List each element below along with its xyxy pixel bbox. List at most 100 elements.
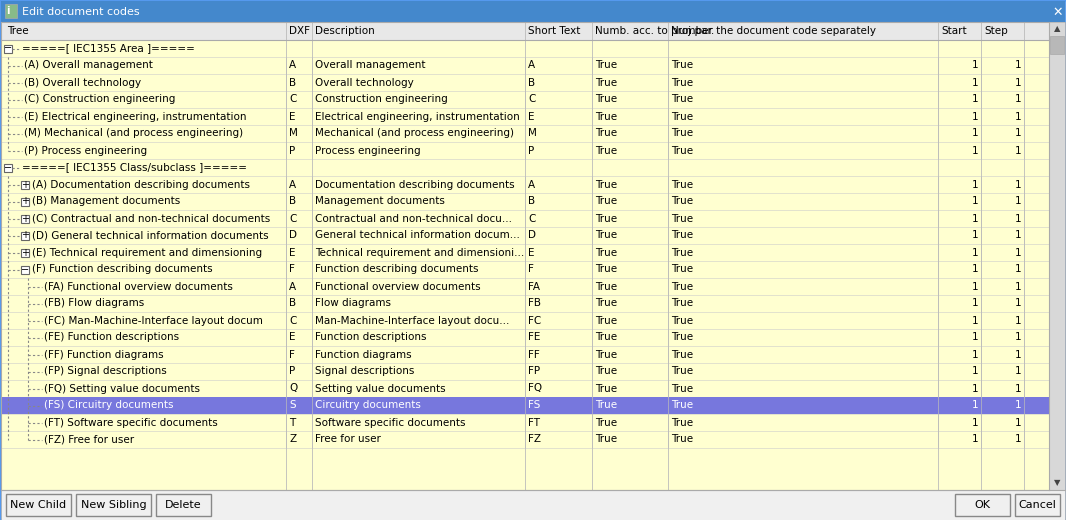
Text: True: True (671, 281, 693, 292)
Text: E: E (528, 248, 534, 257)
Text: ✕: ✕ (1053, 6, 1063, 19)
Text: 1: 1 (1015, 367, 1021, 376)
Text: C: C (289, 95, 296, 105)
Text: Free for user: Free for user (314, 435, 381, 445)
Text: True: True (671, 230, 693, 240)
Text: (FT) Software specific documents: (FT) Software specific documents (44, 418, 217, 427)
Text: D: D (528, 230, 536, 240)
Text: A: A (528, 60, 535, 71)
Text: 1: 1 (971, 248, 978, 257)
Text: F: F (528, 265, 534, 275)
Text: True: True (671, 384, 693, 394)
Text: A: A (289, 281, 296, 292)
Text: New Sibling: New Sibling (81, 500, 146, 510)
Text: Q: Q (289, 384, 297, 394)
Text: FC: FC (528, 316, 542, 326)
Text: True: True (595, 111, 617, 122)
Text: FP: FP (528, 367, 540, 376)
Bar (1, 22, 1049, 40)
Text: True: True (671, 332, 693, 343)
Text: 1: 1 (1015, 179, 1021, 189)
Text: Technical requirement and dimensioni...: Technical requirement and dimensioni... (314, 248, 524, 257)
Text: =====[ IEC1355 Class/subclass ]=====: =====[ IEC1355 Class/subclass ]===== (22, 162, 247, 173)
Text: (B) Overall technology: (B) Overall technology (25, 77, 141, 87)
Text: 1: 1 (971, 128, 978, 138)
Text: T: T (289, 418, 295, 427)
Text: True: True (595, 332, 617, 343)
Bar (1049, 22, 1065, 490)
Text: +: + (21, 214, 29, 224)
Text: 1: 1 (971, 384, 978, 394)
Text: Management documents: Management documents (314, 197, 445, 206)
Text: Function diagrams: Function diagrams (314, 349, 411, 359)
Text: F: F (289, 349, 295, 359)
Text: (D) General technical information documents: (D) General technical information docume… (32, 230, 269, 240)
Text: True: True (595, 298, 617, 308)
Text: True: True (671, 298, 693, 308)
Text: Description: Description (314, 26, 375, 36)
Text: (FQ) Setting value documents: (FQ) Setting value documents (44, 384, 200, 394)
Text: (FC) Man-Machine-Interface layout docum: (FC) Man-Machine-Interface layout docum (44, 316, 263, 326)
Text: True: True (671, 349, 693, 359)
Text: Signal descriptions: Signal descriptions (314, 367, 415, 376)
Text: C: C (528, 214, 535, 224)
Text: B: B (289, 77, 296, 87)
Text: 1: 1 (1015, 128, 1021, 138)
Text: ▼: ▼ (1054, 478, 1061, 488)
Text: True: True (671, 179, 693, 189)
Text: 1: 1 (1015, 77, 1021, 87)
Text: 1: 1 (1015, 349, 1021, 359)
Text: 1: 1 (1015, 230, 1021, 240)
Text: P: P (289, 367, 295, 376)
Text: A: A (289, 179, 296, 189)
Text: (B) Management documents: (B) Management documents (32, 197, 180, 206)
Bar (21, 266, 29, 274)
Bar (21, 231, 29, 240)
Text: 1: 1 (971, 418, 978, 427)
Text: True: True (671, 197, 693, 206)
Text: C: C (289, 214, 296, 224)
Text: True: True (671, 77, 693, 87)
Text: Process engineering: Process engineering (314, 146, 421, 155)
Text: (FB) Flow diagrams: (FB) Flow diagrams (44, 298, 144, 308)
Text: 1: 1 (1015, 418, 1021, 427)
Text: True: True (671, 265, 693, 275)
Text: B: B (289, 197, 296, 206)
Text: 1: 1 (971, 367, 978, 376)
Text: S: S (289, 400, 295, 410)
Text: (M) Mechanical (and process engineering): (M) Mechanical (and process engineering) (25, 128, 243, 138)
Text: (A) Documentation describing documents: (A) Documentation describing documents (32, 179, 251, 189)
Text: True: True (595, 265, 617, 275)
Text: E: E (289, 248, 295, 257)
Text: OK: OK (974, 500, 990, 510)
Text: (E) Technical requirement and dimensioning: (E) Technical requirement and dimensioni… (32, 248, 262, 257)
Text: Short Text: Short Text (528, 26, 580, 36)
Bar (6, 494, 71, 516)
Bar (1, 1, 1065, 22)
Text: +: + (21, 197, 29, 206)
Bar (21, 214, 29, 223)
Text: True: True (595, 248, 617, 257)
Text: Electrical engineering, instrumentation: Electrical engineering, instrumentation (314, 111, 520, 122)
Text: FF: FF (528, 349, 539, 359)
Text: FA: FA (528, 281, 540, 292)
Text: True: True (671, 60, 693, 71)
Text: +: + (21, 179, 29, 189)
Text: (C) Construction engineering: (C) Construction engineering (25, 95, 176, 105)
Text: True: True (671, 248, 693, 257)
Bar (4, 163, 12, 172)
Text: Start: Start (941, 26, 967, 36)
Text: M: M (289, 128, 297, 138)
Text: 1: 1 (971, 146, 978, 155)
Text: True: True (595, 197, 617, 206)
Text: 1: 1 (1015, 265, 1021, 275)
Text: 1: 1 (1015, 60, 1021, 71)
Text: 1: 1 (1015, 316, 1021, 326)
Text: 1: 1 (971, 298, 978, 308)
Text: Function describing documents: Function describing documents (314, 265, 479, 275)
Bar (21, 180, 29, 188)
Text: 1: 1 (1015, 95, 1021, 105)
Text: True: True (671, 111, 693, 122)
Text: 1: 1 (971, 281, 978, 292)
Text: True: True (595, 349, 617, 359)
